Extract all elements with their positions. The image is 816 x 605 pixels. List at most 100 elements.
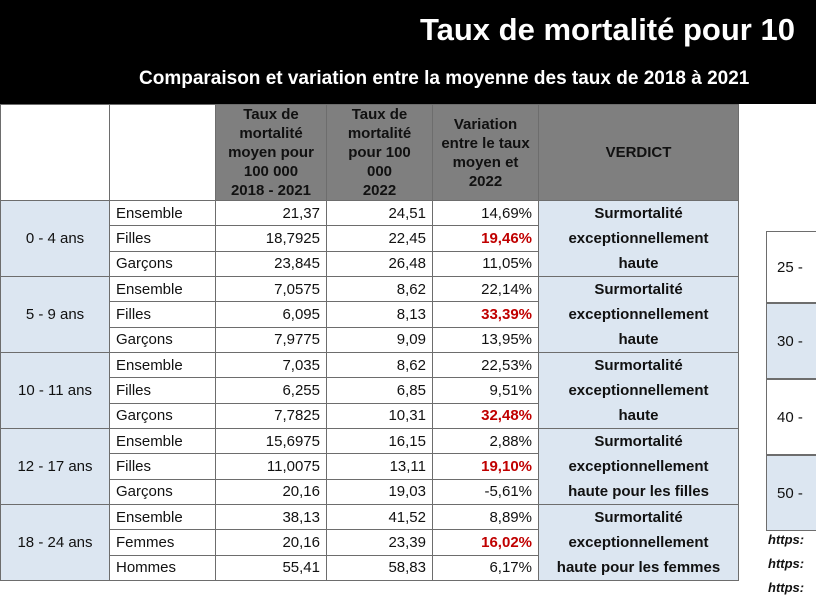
header-line: mortalité (239, 125, 303, 142)
age-group-cell: 12 - 17 ans (0, 428, 110, 505)
taux-moyen-cell: 20,16 (215, 529, 327, 556)
taux-2022-cell: 10,31 (326, 402, 433, 430)
header-line: pour 100 (348, 144, 411, 161)
verdict-line: haute pour les femmes (556, 559, 721, 576)
verdict-line: Surmortalité (594, 509, 683, 526)
table-row: Garçons 23,845 26,48 11,05% (1, 250, 739, 278)
verdict-cell: Surmortalité exceptionnellement haute (538, 276, 739, 353)
verdict-line: exceptionnellement (568, 230, 709, 247)
side-cell-50: 50 - (766, 455, 816, 531)
header-line: Taux de (243, 106, 299, 123)
header-line: mortalité (347, 125, 412, 142)
taux-2022-cell: 19,03 (326, 478, 433, 506)
taux-moyen-cell: 20,16 (215, 478, 327, 506)
taux-2022-cell: 8,62 (326, 351, 433, 379)
table-row: Filles 6,095 8,13 33,39% (1, 301, 739, 328)
population-label: Ensemble (109, 351, 216, 379)
taux-2022-cell: 9,09 (326, 326, 433, 354)
variation-cell: 22,14% (432, 275, 539, 303)
verdict-line: haute (618, 407, 659, 424)
population-label: Femmes (109, 529, 216, 556)
variation-cell: 19,46% (432, 225, 539, 252)
population-label: Ensemble (109, 427, 216, 455)
table-row: 12 - 17 ans Ensemble 15,6975 16,15 2,88% Surm… (0, 427, 739, 505)
table-body: 0 - 4 ans Ensemble 21,37 24,51 14,69% Surmort… (0, 199, 739, 582)
taux-moyen-cell: 15,6975 (215, 427, 327, 455)
verdict-line: exceptionnellement (568, 534, 709, 551)
population-label: Ensemble (109, 503, 216, 531)
variation-cell: 32,48% (432, 402, 539, 430)
side-cell-25: 25 - (766, 231, 816, 303)
variation-cell: 9,51% (432, 377, 539, 404)
population-label: Garçons (109, 478, 216, 506)
table-row: Hommes 55,41 58,83 6,17% (1, 554, 739, 582)
taux-moyen-cell: 55,41 (215, 554, 327, 582)
header-row: Taux de mortalité moyen pour 100 000 201… (0, 104, 739, 201)
verdict-line: Surmortalité (594, 205, 683, 222)
taux-moyen-cell: 21,37 (215, 199, 327, 227)
title-banner: Taux de mortalité pour 10 Comparaison et… (0, 0, 816, 104)
taux-2022-cell: 13,11 (326, 453, 433, 480)
table-row: Filles 18,7925 22,45 19,46% (1, 225, 739, 252)
verdict-line: Surmortalité (594, 433, 683, 450)
verdict-line: exceptionnellement (568, 306, 709, 323)
population-label: Ensemble (109, 275, 216, 303)
population-label: Ensemble (109, 199, 216, 227)
side-cell-30: 30 - (766, 303, 816, 379)
variation-cell: 33,39% (432, 301, 539, 328)
verdict-line: Surmortalité (594, 281, 683, 298)
taux-moyen-cell: 6,095 (215, 301, 327, 328)
source-link[interactable]: https: (768, 580, 805, 595)
header-taux-moyen: Taux de mortalité moyen pour 100 000 201… (215, 104, 327, 201)
variation-cell: 2,88% (432, 427, 539, 455)
header-line: Taux de (351, 106, 408, 123)
verdict-line: haute pour les filles (568, 483, 709, 500)
variation-cell: 13,95% (432, 326, 539, 354)
side-cell-40: 40 - (766, 379, 816, 455)
taux-2022-cell: 16,15 (326, 427, 433, 455)
source-link[interactable]: https: (768, 532, 805, 547)
taux-2022-cell: 8,13 (326, 301, 433, 328)
taux-moyen-cell: 38,13 (215, 503, 327, 531)
header-taux-2022: Taux de mortalité pour 100 000 2022 (326, 104, 433, 201)
population-label: Filles (109, 453, 216, 480)
verdict-line: haute (618, 331, 659, 348)
taux-2022-cell: 41,52 (326, 503, 433, 531)
variation-cell: 6,17% (432, 554, 539, 582)
age-group-cell: 18 - 24 ans (0, 504, 110, 581)
verdict-line: exceptionnellement (568, 382, 709, 399)
taux-2022-cell: 6,85 (326, 377, 433, 404)
table-row: 10 - 11 ans Ensemble 7,035 8,62 22,53% Surmor… (0, 351, 739, 429)
population-label: Hommes (109, 554, 216, 582)
variation-cell: 11,05% (432, 250, 539, 278)
taux-2022-cell: 22,45 (326, 225, 433, 252)
table-row: Femmes 20,16 23,39 16,02% (1, 529, 739, 556)
table-row: Garçons 20,16 19,03 -5,61% (1, 478, 739, 506)
population-label: Filles (109, 225, 216, 252)
population-label: Filles (109, 377, 216, 404)
table-row: 18 - 24 ans Ensemble 38,13 41,52 8,89% Surmor… (0, 503, 739, 581)
variation-cell: -5,61% (432, 478, 539, 506)
taux-moyen-cell: 7,035 (215, 351, 327, 379)
source-link[interactable]: https: (768, 556, 805, 571)
header-blank-age (0, 104, 110, 201)
taux-moyen-cell: 23,845 (215, 250, 327, 278)
table-row: Garçons 7,9775 9,09 13,95% (1, 326, 739, 354)
taux-2022-cell: 24,51 (326, 199, 433, 227)
mortality-table: Taux de mortalité moyen pour 100 000 201… (0, 104, 739, 582)
taux-moyen-cell: 6,255 (215, 377, 327, 404)
variation-cell: 14,69% (432, 199, 539, 227)
verdict-cell: Surmortalité exceptionnellement haute pour… (538, 428, 739, 505)
header-line: 2022 (362, 182, 397, 199)
verdict-line: haute (618, 255, 659, 272)
page-title: Taux de mortalité pour 10 (420, 12, 795, 47)
table-row: 5 - 9 ans Ensemble 7,0575 8,62 22,14% Surmort… (0, 275, 739, 353)
header-line: 000 (366, 163, 393, 180)
taux-moyen-cell: 7,9775 (215, 326, 327, 354)
taux-2022-cell: 26,48 (326, 250, 433, 278)
variation-cell: 8,89% (432, 503, 539, 531)
verdict-cell: Surmortalité exceptionnellement haute pour… (538, 504, 739, 581)
header-line: moyen et (452, 153, 519, 171)
age-group-cell: 0 - 4 ans (0, 200, 110, 277)
verdict-cell: Surmortalité exceptionnellement haute (538, 352, 739, 429)
